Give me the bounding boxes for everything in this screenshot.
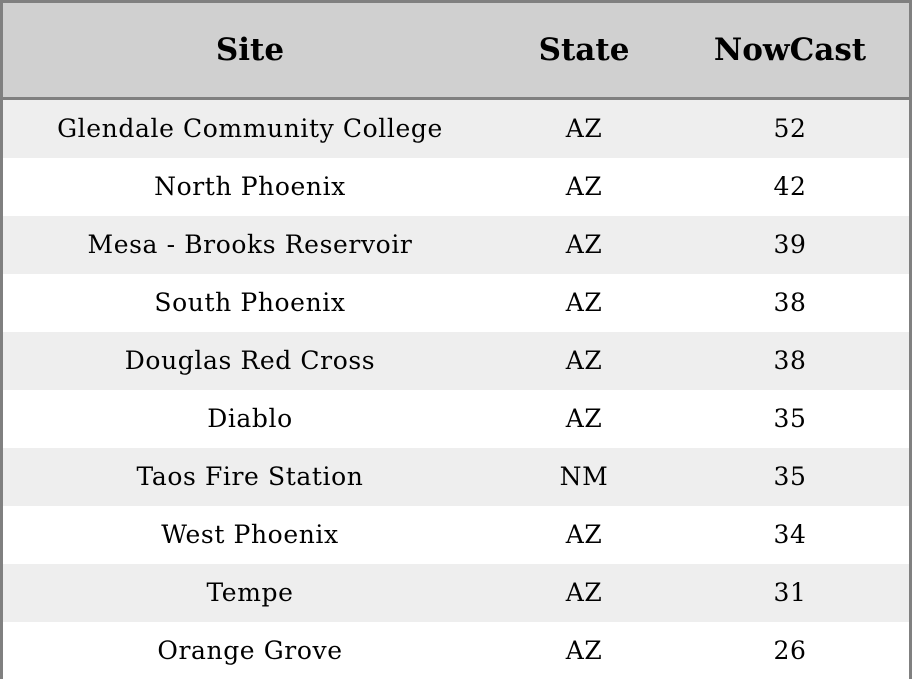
site-cell: Tempe <box>206 578 294 607</box>
nowcast-cell: 26 <box>773 636 807 665</box>
header-site: Site <box>215 32 285 68</box>
table-row: Tempe AZ 31 <box>3 564 909 622</box>
state-cell: AZ <box>565 172 603 201</box>
site-cell: Orange Grove <box>157 636 343 665</box>
table-row: West Phoenix AZ 34 <box>3 506 909 564</box>
state-cell: AZ <box>565 578 603 607</box>
table-row: Mesa - Brooks Reservoir AZ 39 <box>3 216 909 274</box>
table-header-row: Site State NowCast <box>3 3 909 100</box>
site-cell: Mesa - Brooks Reservoir <box>87 230 413 259</box>
table-row: Douglas Red Cross AZ 38 <box>3 332 909 390</box>
nowcast-cell: 35 <box>773 462 807 491</box>
nowcast-cell: 42 <box>773 172 807 201</box>
nowcast-cell: 39 <box>773 230 807 259</box>
table-row: North Phoenix AZ 42 <box>3 158 909 216</box>
state-cell: AZ <box>565 636 603 665</box>
nowcast-cell: 35 <box>773 404 807 433</box>
site-cell: Diablo <box>207 404 293 433</box>
nowcast-cell: 52 <box>773 114 807 143</box>
table-row: South Phoenix AZ 38 <box>3 274 909 332</box>
state-cell: AZ <box>565 114 603 143</box>
nowcast-cell: 31 <box>773 578 807 607</box>
site-cell: North Phoenix <box>154 172 346 201</box>
header-state: State <box>538 32 630 68</box>
state-cell: AZ <box>565 230 603 259</box>
table-row: Glendale Community College AZ 52 <box>3 100 909 158</box>
nowcast-cell: 38 <box>773 288 807 317</box>
site-cell: Glendale Community College <box>57 114 443 143</box>
nowcast-cell: 38 <box>773 346 807 375</box>
site-cell: Douglas Red Cross <box>124 346 376 375</box>
state-cell: NM <box>559 462 609 491</box>
state-cell: AZ <box>565 288 603 317</box>
state-cell: AZ <box>565 520 603 549</box>
site-cell: West Phoenix <box>161 520 339 549</box>
nowcast-cell: 34 <box>773 520 807 549</box>
table-row: Orange Grove AZ 26 <box>3 622 909 680</box>
state-cell: AZ <box>565 346 603 375</box>
header-nowcast: NowCast <box>713 32 867 68</box>
state-cell: AZ <box>565 404 603 433</box>
table-row: Taos Fire Station NM 35 <box>3 448 909 506</box>
site-cell: South Phoenix <box>154 288 346 317</box>
site-cell: Taos Fire Station <box>136 462 364 491</box>
table-row: Diablo AZ 35 <box>3 390 909 448</box>
